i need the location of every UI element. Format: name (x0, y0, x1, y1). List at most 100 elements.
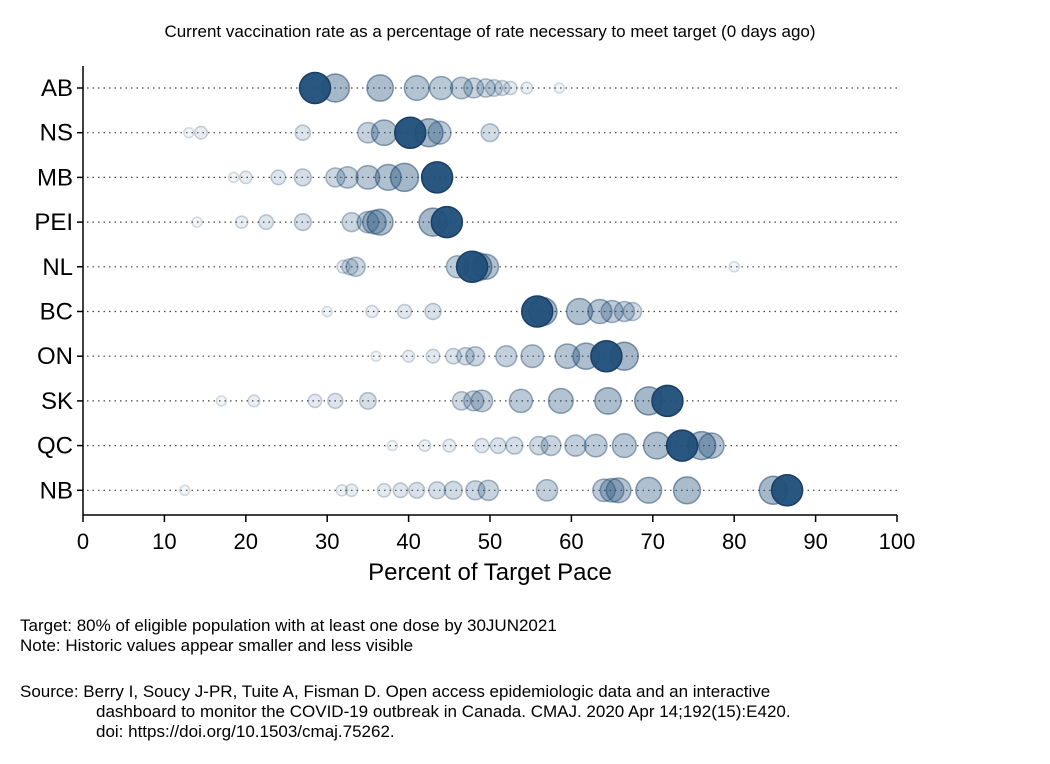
history-point-ab (450, 76, 473, 100)
history-point-mb (355, 164, 381, 190)
history-point-sk (215, 395, 228, 407)
history-point-bc (587, 298, 613, 325)
chart-title: Current vaccination rate as a percentage… (164, 22, 815, 41)
history-point-qc (564, 434, 587, 457)
history-point-ns (427, 120, 452, 145)
x-tick-label-60: 60 (559, 529, 583, 554)
history-point-sk (463, 390, 485, 412)
x-tick-label-40: 40 (396, 529, 420, 554)
x-tick-label-50: 50 (478, 529, 502, 554)
source-citation: Source: Berry I, Soucy J-PR, Tuite A, Fi… (20, 682, 791, 742)
history-point-ns (183, 126, 195, 139)
history-point-ab (520, 81, 534, 95)
history-point-qc (505, 436, 524, 455)
history-point-nb (605, 477, 632, 504)
history-point-mb (374, 163, 402, 192)
history-point-sk (547, 387, 574, 415)
history-point-nl (341, 258, 359, 276)
chart-notes: Target: 80% of eligible population with … (20, 616, 557, 656)
y-label-ab: AB (41, 75, 73, 102)
y-label-mb: MB (37, 164, 73, 191)
gridlines (87, 87, 897, 491)
history-point-ab (494, 79, 511, 97)
history-point-qc (418, 439, 432, 453)
y-label-nl: NL (42, 254, 73, 281)
current-point-mb (420, 161, 454, 194)
history-point-bc (600, 299, 624, 324)
history-point-sk (470, 389, 494, 413)
history-point-pei (366, 208, 394, 236)
history-point-nb (179, 484, 191, 497)
history-point-sk (327, 392, 344, 410)
x-tick-label-100: 100 (879, 529, 916, 554)
x-tick-label-70: 70 (641, 529, 665, 554)
history-point-ns (370, 119, 398, 147)
history-note: Note: Historic values appear smaller and… (20, 636, 414, 655)
history-point-on (495, 345, 518, 368)
history-point-mb (238, 170, 253, 185)
history-point-qc (474, 437, 490, 454)
history-point-ab (476, 78, 496, 98)
history-point-ab (502, 80, 518, 96)
history-point-nl (728, 261, 740, 273)
history-point-on (554, 343, 581, 370)
history-point-pei (341, 211, 362, 233)
history-point-ab (366, 74, 395, 102)
history-point-ab (403, 74, 430, 102)
source-line-3: doi: https://doi.org/10.1503/cmaj.75262. (96, 722, 395, 741)
x-tick-label-30: 30 (315, 529, 339, 554)
history-point-ab (463, 77, 485, 99)
x-axis-ticks: 0 10 20 30 40 50 60 70 80 90 100 (77, 515, 915, 554)
history-point-qc (583, 433, 608, 458)
history-point-nb (335, 483, 349, 497)
history-point-ns (294, 124, 312, 142)
history-point-nb (477, 479, 500, 502)
y-label-pei: PEI (34, 209, 73, 236)
y-label-sk: SK (41, 388, 73, 415)
history-point-pei (293, 212, 312, 232)
history-point-nl (345, 256, 366, 278)
history-point-mb (227, 171, 240, 184)
history-point-ns (357, 121, 379, 144)
history-point-sk (594, 386, 622, 415)
y-label-qc: QC (37, 433, 73, 460)
history-point-nb (672, 476, 702, 505)
history-point-qc (386, 439, 399, 452)
history-point-pei (234, 215, 249, 229)
y-label-bc: BC (40, 299, 73, 326)
history-point-mb (389, 162, 420, 193)
history-point-sk (247, 394, 261, 408)
history-point-pei (191, 216, 203, 228)
history-point-bc (424, 302, 442, 321)
y-label-on: ON (37, 343, 73, 370)
current-point-nl (455, 250, 489, 284)
y-label-ns: NS (40, 120, 73, 147)
history-point-nb (344, 483, 359, 498)
history-point-on (425, 348, 441, 364)
current-point-sk (651, 384, 684, 418)
history-point-nb (427, 481, 447, 500)
current-point-pei (430, 205, 464, 239)
history-point-ns (480, 123, 500, 143)
history-point-qc (489, 437, 507, 455)
source-line-2: dashboard to monitor the COVID-19 outbre… (96, 702, 791, 721)
history-point-on (401, 349, 416, 363)
history-point-bc (365, 304, 379, 319)
history-point-nb (392, 482, 409, 499)
history-point-nb (376, 482, 392, 498)
current-markers (298, 71, 804, 507)
current-point-ns (393, 116, 427, 149)
history-point-on (456, 346, 475, 366)
y-axis-labels: AB NS MB PEI NL BC ON SK QC NB (34, 75, 83, 504)
target-note: Target: 80% of eligible population with … (20, 616, 557, 635)
x-tick-label-90: 90 (803, 529, 827, 554)
history-point-sk (508, 388, 534, 414)
history-point-on (444, 347, 462, 365)
history-point-on (520, 344, 545, 369)
history-point-qc (540, 435, 562, 457)
history-point-mb (270, 169, 287, 186)
history-point-bc (613, 300, 636, 323)
history-point-nb (408, 481, 426, 499)
history-point-pei (258, 214, 275, 231)
x-axis-title: Percent of Target Pace (368, 559, 612, 586)
